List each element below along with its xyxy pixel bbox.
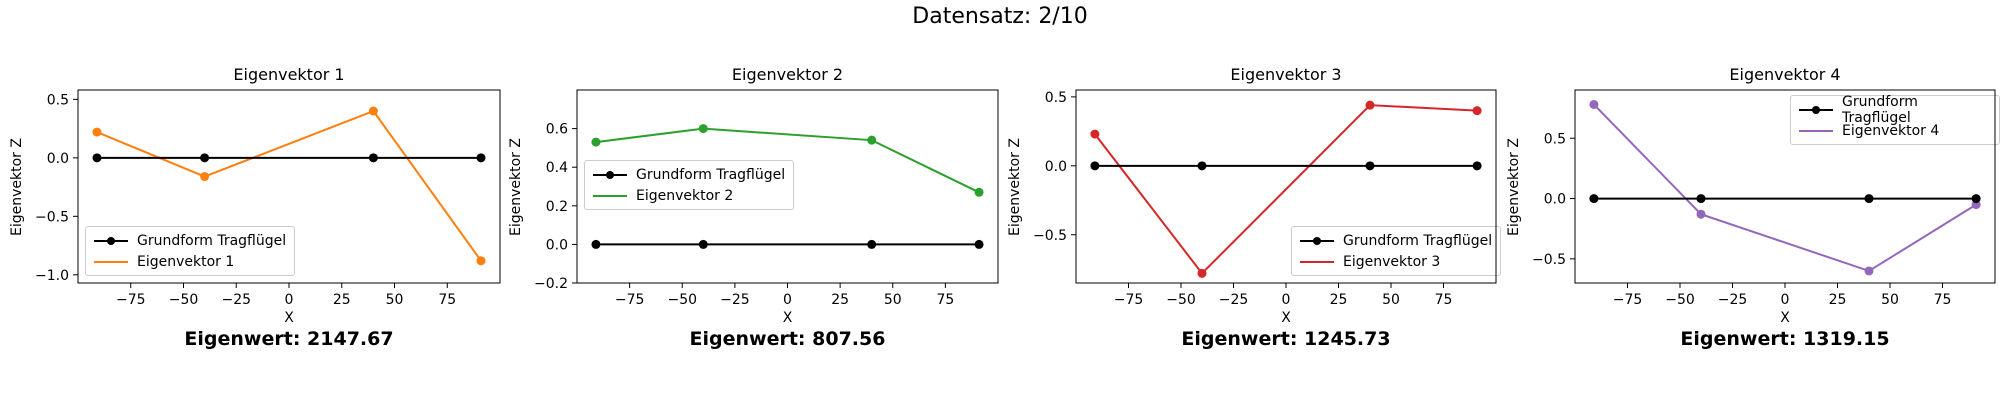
eigenvector-point bbox=[1589, 100, 1598, 109]
y-tick-label: −1.0 bbox=[35, 268, 69, 284]
eigenvector-point bbox=[591, 138, 600, 147]
eigenvector-point bbox=[975, 188, 984, 197]
x-tick-label: −75 bbox=[1114, 292, 1144, 308]
x-tick-label: 50 bbox=[386, 292, 404, 308]
axes-frame bbox=[577, 90, 998, 283]
base-shape-point bbox=[200, 153, 209, 162]
base-shape-point bbox=[591, 240, 600, 249]
x-tick-label: −25 bbox=[221, 292, 251, 308]
x-tick-label: 75 bbox=[1435, 292, 1453, 308]
axes-frame bbox=[78, 90, 500, 283]
x-tick-label: 75 bbox=[1934, 292, 1952, 308]
y-tick-label: −0.5 bbox=[35, 209, 69, 225]
plot-4: −75 −50 −25 0 25 50 75 −0.5 0.0 0.5 bbox=[1532, 90, 1995, 308]
x-tick-label: −50 bbox=[1665, 292, 1695, 308]
x-tick-label: −25 bbox=[1219, 292, 1249, 308]
base-shape-point bbox=[1589, 194, 1598, 203]
eigenvector-line bbox=[1594, 104, 1976, 270]
base-shape-point bbox=[1473, 161, 1482, 170]
y-tick-label: −0.2 bbox=[534, 276, 568, 292]
x-tick-label: 0 bbox=[783, 292, 792, 308]
x-tick-label: 50 bbox=[1881, 292, 1899, 308]
x-tick-label: 75 bbox=[936, 292, 954, 308]
x-tick-label: −25 bbox=[1718, 292, 1748, 308]
plot-2: −75 −50 −25 0 25 50 75 −0.2 0.0 0.2 0.4 0.6 bbox=[534, 90, 998, 308]
x-tick-label: 50 bbox=[884, 292, 902, 308]
base-shape-point bbox=[1697, 194, 1706, 203]
base-shape-point bbox=[1972, 194, 1981, 203]
base-shape-point bbox=[1090, 161, 1099, 170]
eigenvector-point bbox=[1366, 101, 1375, 110]
base-shape-point bbox=[369, 153, 378, 162]
y-tick-label: 0.5 bbox=[1544, 131, 1566, 147]
eigenvector-point bbox=[200, 172, 209, 181]
eigenvector-point bbox=[477, 256, 486, 265]
eigenvector-point bbox=[699, 124, 708, 133]
eigenvector-point bbox=[1198, 269, 1207, 278]
eigenvector-point bbox=[369, 107, 378, 116]
base-shape-point bbox=[477, 153, 486, 162]
eigenvector-line bbox=[596, 129, 979, 193]
base-shape-point bbox=[1198, 161, 1207, 170]
y-tick-label: 0.0 bbox=[47, 151, 69, 167]
plot-1: −75 −50 −25 0 25 50 75 −1.0 −0.5 0.0 0.5 bbox=[35, 90, 500, 308]
x-tick-label: 0 bbox=[285, 292, 294, 308]
y-tick-label: 0.0 bbox=[546, 237, 568, 253]
y-tick-label: 0.0 bbox=[1045, 159, 1067, 175]
y-tick-label: 0.5 bbox=[1045, 90, 1067, 106]
eigenvector-line bbox=[97, 111, 481, 261]
base-shape-point bbox=[92, 153, 101, 162]
eigenvector-point bbox=[1090, 130, 1099, 139]
axes-frame bbox=[1575, 90, 1995, 283]
eigenvector-point bbox=[1865, 266, 1874, 275]
x-tick-label: −75 bbox=[116, 292, 146, 308]
eigenvector-line bbox=[1095, 105, 1477, 273]
y-tick-label: 0.2 bbox=[546, 199, 568, 215]
x-tick-label: 25 bbox=[1829, 292, 1847, 308]
x-tick-label: 0 bbox=[1781, 292, 1790, 308]
base-shape-point bbox=[699, 240, 708, 249]
eigenvector-point bbox=[1473, 106, 1482, 115]
y-tick-label: −0.5 bbox=[1033, 228, 1067, 244]
y-tick-label: 0.4 bbox=[546, 160, 568, 176]
eigenvector-point bbox=[1697, 210, 1706, 219]
x-tick-label: 25 bbox=[1330, 292, 1348, 308]
eigenvector-point bbox=[867, 136, 876, 145]
axes-frame bbox=[1076, 90, 1496, 283]
base-shape-point bbox=[975, 240, 984, 249]
y-tick-label: 0.0 bbox=[1544, 192, 1566, 208]
base-shape-point bbox=[1366, 161, 1375, 170]
x-tick-label: 25 bbox=[831, 292, 849, 308]
x-tick-label: 75 bbox=[438, 292, 456, 308]
x-tick-label: −25 bbox=[720, 292, 750, 308]
base-shape-point bbox=[867, 240, 876, 249]
plot-3: −75 −50 −25 0 25 50 75 −0.5 0.0 0.5 bbox=[1033, 90, 1496, 308]
y-tick-label: 0.5 bbox=[47, 92, 69, 108]
x-tick-label: 0 bbox=[1282, 292, 1291, 308]
x-tick-label: 50 bbox=[1382, 292, 1400, 308]
x-tick-label: 25 bbox=[333, 292, 351, 308]
y-tick-label: 0.6 bbox=[546, 122, 568, 138]
x-tick-label: −75 bbox=[1613, 292, 1643, 308]
eigenvector-point bbox=[92, 128, 101, 137]
x-tick-label: −75 bbox=[615, 292, 645, 308]
x-tick-label: −50 bbox=[1166, 292, 1196, 308]
x-tick-label: −50 bbox=[667, 292, 697, 308]
x-tick-label: −50 bbox=[169, 292, 199, 308]
base-shape-point bbox=[1865, 194, 1874, 203]
y-tick-label: −0.5 bbox=[1532, 252, 1566, 268]
